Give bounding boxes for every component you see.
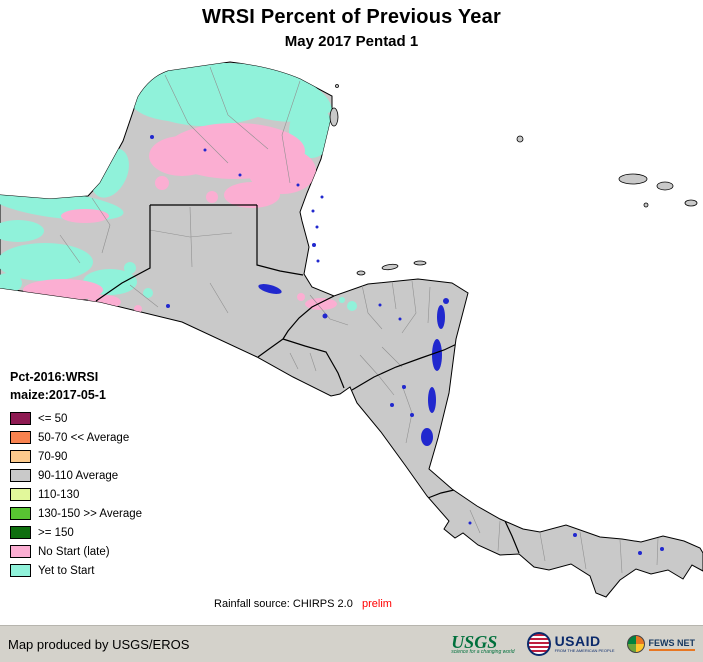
usgs-logo-tagline: science for a changing world [451,648,515,655]
admin-boundaries [59,66,659,574]
legend-swatch [10,507,31,520]
legend-swatch [10,564,31,577]
legend-item: <= 50 [10,409,185,428]
legend-swatch [10,450,31,463]
legend-label: <= 50 [38,412,68,425]
footer-logos: USGS science for a changing world USAID … [451,632,695,656]
map-area: Pct-2016:WRSI maize:2017-05-1 <= 50 50-7… [0,55,703,625]
legend-title-line1: Pct-2016:WRSI [10,370,99,384]
prelim-flag: prelim [362,598,392,610]
legend-swatch [10,526,31,539]
legend-item: 110-130 [10,485,185,504]
map-canvas [0,61,703,598]
legend-item: >= 150 [10,523,185,542]
legend-label: 90-110 Average [38,469,119,482]
usaid-logo-text: USAID [554,633,601,649]
legend-item: 130-150 >> Average [10,504,185,523]
legend-label: 50-70 << Average [38,431,130,444]
legend-swatch [10,488,31,501]
legend-label: 70-90 [38,450,68,463]
legend-item: 70-90 [10,447,185,466]
usaid-emblem-icon [526,632,551,656]
country-borders [95,204,520,554]
legend-swatch [10,412,31,425]
legend-item: 50-70 << Average [10,428,185,447]
legend-label: No Start (late) [38,545,110,558]
usgs-logo-text: USGS [451,631,498,652]
fewsnet-globe-icon [626,635,645,653]
legend-swatch [10,469,31,482]
usgs-logo: USGS science for a changing world [451,631,515,655]
legend-label: 110-130 [38,488,80,501]
usaid-logo-tagline: FROM THE AMERICAN PEOPLE [554,648,615,653]
legend: Pct-2016:WRSI maize:2017-05-1 <= 50 50-7… [10,368,185,580]
legend-item: 90-110 Average [10,466,185,485]
legend-item: No Start (late) [10,542,185,561]
map-credit: Map produced by USGS/EROS [8,636,190,652]
legend-label: >= 150 [38,526,74,539]
legend-item: Yet to Start [10,561,185,580]
legend-swatch [10,431,31,444]
legend-label: Yet to Start [38,564,95,577]
fewsnet-logo: FEWS NET [626,635,695,653]
page-title: WRSI Percent of Previous Year [202,6,501,28]
rainfall-source-text: Rainfall source: CHIRPS 2.0 [214,598,353,610]
offshore-cays [311,195,324,263]
legend-title-line2: maize:2017-05-1 [10,388,106,402]
footer-bar: Map produced by USGS/EROS USGS science f… [0,625,703,662]
legend-label: 130-150 >> Average [38,507,143,520]
usaid-logo: USAID FROM THE AMERICAN PEOPLE [526,632,615,656]
fewsnet-logo-text: FEWS NET [648,638,695,651]
rainfall-source-note: Rainfall source: CHIRPS 2.0 prelim [153,598,453,610]
page-subtitle: May 2017 Pentad 1 [284,33,419,50]
islands [329,84,698,276]
legend-swatch [10,545,31,558]
